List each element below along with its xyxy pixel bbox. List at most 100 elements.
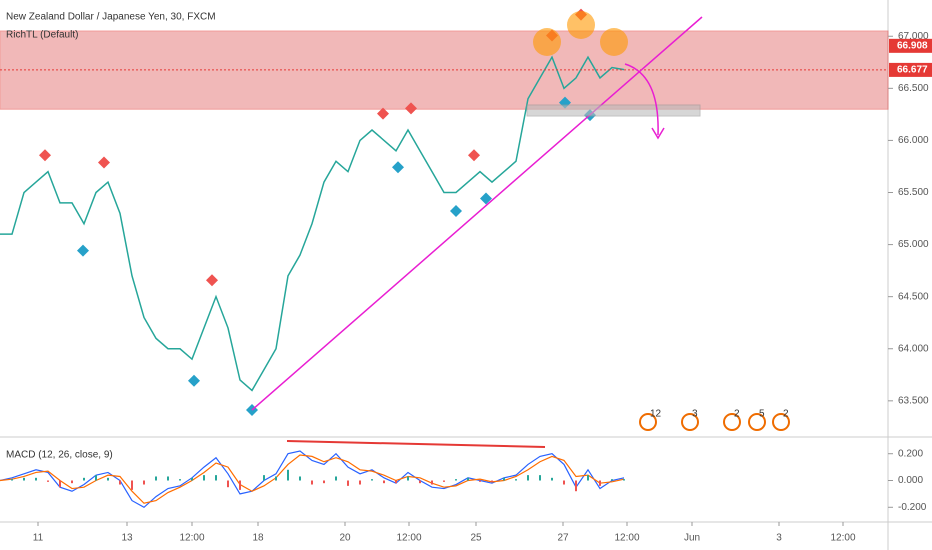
pivot-marker — [206, 274, 218, 287]
y-tick-label: 64.000 — [898, 343, 929, 354]
signal-line — [0, 454, 625, 504]
y-tick-label: 65.000 — [898, 239, 929, 250]
y2-tick-label: 0.200 — [898, 448, 923, 459]
macd-histogram — [455, 479, 457, 481]
trendline — [251, 16, 703, 411]
badge-label: 2 — [783, 409, 789, 420]
arrow-head — [651, 127, 665, 140]
x-tick-label: 13 — [121, 533, 133, 544]
pivot-marker — [405, 102, 417, 115]
macd-histogram — [23, 477, 25, 481]
macd-histogram — [443, 480, 445, 482]
macd-histogram — [587, 475, 589, 481]
macd-histogram — [395, 480, 397, 484]
x-tick-label: 11 — [33, 533, 44, 544]
pivot-marker — [468, 149, 480, 162]
badge-label: 3 — [692, 409, 698, 420]
event-badge — [723, 413, 741, 431]
macd-histogram — [335, 476, 337, 481]
neckline-box — [526, 104, 701, 117]
x-tick-label: 3 — [776, 533, 782, 544]
macd-histogram — [479, 480, 481, 482]
macd-histogram — [323, 480, 325, 484]
macd-histogram — [287, 469, 289, 481]
x-tick-label: 18 — [252, 533, 264, 544]
macd-histogram — [347, 480, 349, 486]
macd-histogram — [419, 480, 421, 484]
macd-line — [0, 450, 625, 509]
y-tick-label: 63.500 — [898, 395, 929, 406]
event-badge — [681, 413, 699, 431]
event-badge — [639, 413, 657, 431]
badge-label: 2 — [734, 409, 740, 420]
price-label: 66.677 — [897, 65, 928, 76]
badge-label: 5 — [759, 409, 765, 420]
x-tick-label: 12:00 — [179, 533, 204, 544]
x-tick-label: 12:00 — [830, 533, 855, 544]
macd-histogram — [95, 475, 97, 481]
pivot-marker — [377, 107, 389, 120]
shoulder — [600, 28, 628, 56]
macd-histogram — [299, 476, 301, 481]
macd-histogram — [155, 476, 157, 481]
macd-histogram — [527, 475, 529, 481]
macd-histogram — [431, 480, 433, 485]
x-tick-label: 20 — [339, 533, 351, 544]
y-tick-label: 66.000 — [898, 135, 929, 146]
macd-histogram — [611, 479, 613, 481]
y-tick-label: 67.000 — [898, 31, 929, 42]
macd-histogram — [371, 479, 373, 481]
y-tick-label: 65.500 — [898, 187, 929, 198]
macd-histogram — [107, 477, 109, 481]
pivot-marker — [480, 192, 492, 205]
macd-histogram — [179, 479, 181, 481]
macd-histogram — [407, 476, 409, 481]
y2-tick-label: -0.200 — [898, 502, 927, 513]
y2-tick-label: 0.000 — [898, 475, 923, 486]
event-badge — [772, 413, 790, 431]
pivot-marker — [188, 374, 200, 387]
macd-histogram — [35, 477, 37, 481]
macd-histogram — [503, 477, 505, 481]
macd-histogram — [239, 480, 241, 490]
macd-histogram — [59, 480, 61, 488]
macd-histogram — [275, 476, 277, 481]
macd-histogram — [551, 477, 553, 481]
shoulder — [533, 28, 561, 56]
macd-histogram — [491, 480, 493, 482]
macd-histogram — [263, 475, 265, 481]
divergence-line — [286, 440, 546, 448]
x-tick-label: 27 — [557, 533, 569, 544]
pivot-marker — [98, 156, 110, 169]
macd-histogram — [623, 479, 625, 481]
macd-histogram — [563, 480, 565, 485]
y-tick-label: 64.500 — [898, 291, 929, 302]
macd-histogram — [515, 479, 517, 481]
pivot-marker — [392, 161, 404, 174]
badge-label: 12 — [650, 409, 662, 420]
macd-histogram — [575, 480, 577, 492]
macd-label: MACD (12, 26, close, 9) — [6, 450, 113, 461]
macd-histogram — [11, 479, 13, 481]
macd-histogram — [383, 480, 385, 484]
macd-histogram — [215, 475, 217, 481]
macd-histogram — [539, 475, 541, 481]
macd-histogram — [83, 477, 85, 481]
indicator-label: RichTL (Default) — [6, 30, 78, 41]
macd-histogram — [119, 480, 121, 485]
event-badge — [748, 413, 766, 431]
y-tick-label: 66.500 — [898, 83, 929, 94]
macd-histogram — [311, 480, 313, 485]
macd-histogram — [359, 480, 361, 485]
price-label: 66.908 — [897, 40, 928, 51]
macd-histogram — [131, 480, 133, 490]
pivot-marker — [77, 244, 89, 257]
x-tick-label: Jun — [684, 533, 700, 544]
macd-histogram — [143, 480, 145, 485]
macd-histogram — [599, 480, 601, 486]
pivot-marker — [39, 149, 51, 162]
macd-histogram — [47, 480, 49, 482]
macd-histogram — [203, 475, 205, 481]
head — [567, 11, 595, 39]
